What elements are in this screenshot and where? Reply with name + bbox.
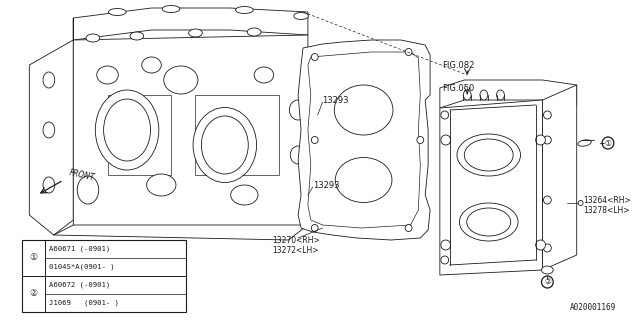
Text: 13270<RH>: 13270<RH> [272, 236, 319, 244]
Ellipse shape [254, 67, 274, 83]
Ellipse shape [441, 256, 449, 264]
Text: ①: ① [605, 139, 611, 148]
Ellipse shape [147, 174, 176, 196]
Ellipse shape [97, 66, 118, 84]
Ellipse shape [441, 111, 449, 119]
Ellipse shape [497, 90, 504, 100]
Ellipse shape [464, 139, 513, 171]
Ellipse shape [289, 100, 307, 120]
Text: 13293: 13293 [323, 95, 349, 105]
Text: A60671 (-0901): A60671 (-0901) [49, 246, 110, 252]
Ellipse shape [405, 49, 412, 55]
Ellipse shape [541, 276, 553, 288]
Text: 13272<LH>: 13272<LH> [272, 245, 318, 254]
Text: 13278<LH>: 13278<LH> [584, 205, 630, 214]
Ellipse shape [543, 111, 551, 119]
Polygon shape [543, 85, 577, 270]
Ellipse shape [467, 208, 511, 236]
Ellipse shape [109, 9, 126, 15]
Ellipse shape [189, 29, 202, 37]
Ellipse shape [536, 240, 545, 250]
Ellipse shape [602, 137, 614, 149]
Ellipse shape [43, 72, 55, 88]
Ellipse shape [441, 240, 451, 250]
Ellipse shape [536, 135, 545, 145]
Polygon shape [298, 40, 430, 240]
Ellipse shape [95, 90, 159, 170]
Ellipse shape [480, 90, 488, 100]
Ellipse shape [405, 225, 412, 231]
Ellipse shape [130, 32, 144, 40]
Text: 13293: 13293 [313, 180, 339, 189]
Ellipse shape [311, 53, 318, 60]
Ellipse shape [193, 108, 257, 182]
Text: ②: ② [29, 290, 37, 299]
Ellipse shape [86, 34, 100, 42]
Polygon shape [308, 52, 420, 228]
Ellipse shape [335, 157, 392, 203]
Text: ①: ① [29, 253, 37, 262]
Text: A020001169: A020001169 [570, 303, 616, 312]
Ellipse shape [441, 135, 451, 145]
Ellipse shape [460, 203, 518, 241]
Text: FIG.050: FIG.050 [442, 84, 474, 92]
Ellipse shape [311, 225, 318, 231]
Ellipse shape [141, 57, 161, 73]
Ellipse shape [294, 12, 308, 20]
Ellipse shape [578, 140, 591, 146]
Text: FIG.082: FIG.082 [442, 60, 474, 69]
Text: A60672 (-0901): A60672 (-0901) [49, 282, 110, 288]
Polygon shape [74, 35, 308, 225]
Polygon shape [195, 95, 278, 175]
Ellipse shape [236, 6, 253, 13]
Ellipse shape [202, 116, 248, 174]
Ellipse shape [311, 137, 318, 143]
Ellipse shape [578, 201, 583, 205]
Bar [22, 240, 186, 312]
Polygon shape [440, 80, 577, 108]
Ellipse shape [163, 5, 180, 12]
Ellipse shape [77, 176, 99, 204]
Ellipse shape [543, 136, 551, 144]
Ellipse shape [230, 185, 258, 205]
Polygon shape [74, 8, 308, 40]
Ellipse shape [104, 99, 150, 161]
Text: 13264<RH>: 13264<RH> [584, 196, 631, 204]
Ellipse shape [334, 85, 393, 135]
Polygon shape [29, 18, 74, 235]
Ellipse shape [43, 122, 55, 138]
Text: 0104S*A(0901- ): 0104S*A(0901- ) [49, 264, 115, 270]
Text: FRONT: FRONT [68, 168, 96, 182]
Ellipse shape [164, 66, 198, 94]
Ellipse shape [291, 146, 306, 164]
Ellipse shape [417, 137, 424, 143]
Text: ②: ② [544, 277, 551, 286]
Polygon shape [440, 100, 543, 275]
Ellipse shape [457, 134, 520, 176]
Ellipse shape [247, 28, 261, 36]
Ellipse shape [463, 90, 471, 100]
Ellipse shape [543, 244, 551, 252]
Polygon shape [108, 95, 171, 175]
Text: J1069   (0901- ): J1069 (0901- ) [49, 300, 119, 306]
Ellipse shape [543, 196, 551, 204]
Ellipse shape [43, 177, 55, 193]
Ellipse shape [541, 266, 553, 274]
